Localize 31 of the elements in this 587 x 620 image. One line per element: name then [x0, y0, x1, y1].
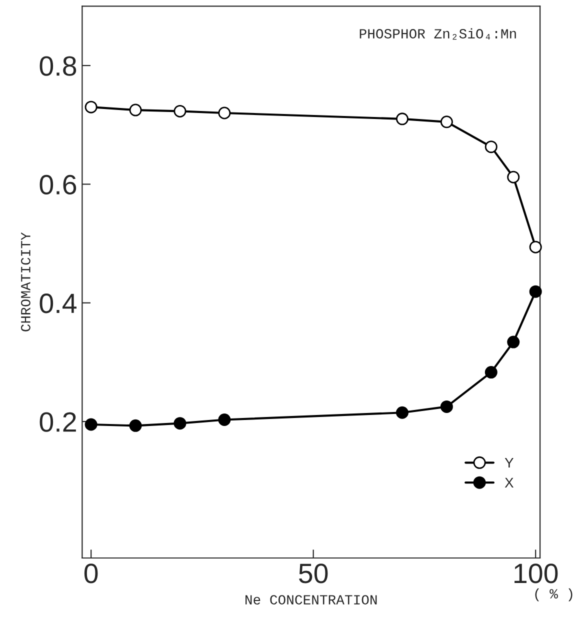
y-tick-label: 0.8 — [40, 56, 76, 76]
point — [84, 418, 98, 431]
point — [507, 170, 520, 184]
point — [129, 104, 142, 116]
point — [396, 112, 408, 126]
point — [440, 400, 453, 413]
point — [484, 366, 498, 379]
text: ( % ) — [535, 588, 572, 602]
point — [529, 285, 542, 298]
y-tick-label: 0.6 — [40, 174, 76, 195]
point — [174, 104, 186, 118]
y-tick-label: 0.2 — [40, 412, 76, 432]
point — [440, 116, 453, 128]
annotation: PHOSPHOR Zn₂SiO₄:Mn — [360, 28, 516, 40]
legend-label: Y — [504, 458, 514, 468]
x-tick-label: 50 — [298, 564, 328, 584]
point — [484, 140, 498, 154]
y-tick-label: 0.4 — [40, 294, 77, 314]
x-tick-label: 100 — [514, 564, 558, 584]
point — [129, 419, 142, 432]
point — [218, 106, 231, 120]
point — [529, 240, 542, 254]
point — [218, 414, 231, 426]
y-axis-title: CHROMATICITY — [20, 232, 30, 332]
point — [396, 406, 408, 419]
x-tick-label: 0 — [84, 564, 98, 584]
point — [174, 417, 186, 430]
point — [507, 336, 520, 348]
point — [84, 100, 98, 114]
legend-label: X — [504, 478, 514, 488]
x-axis-title: Ne CONCENTRATION — [246, 595, 377, 605]
